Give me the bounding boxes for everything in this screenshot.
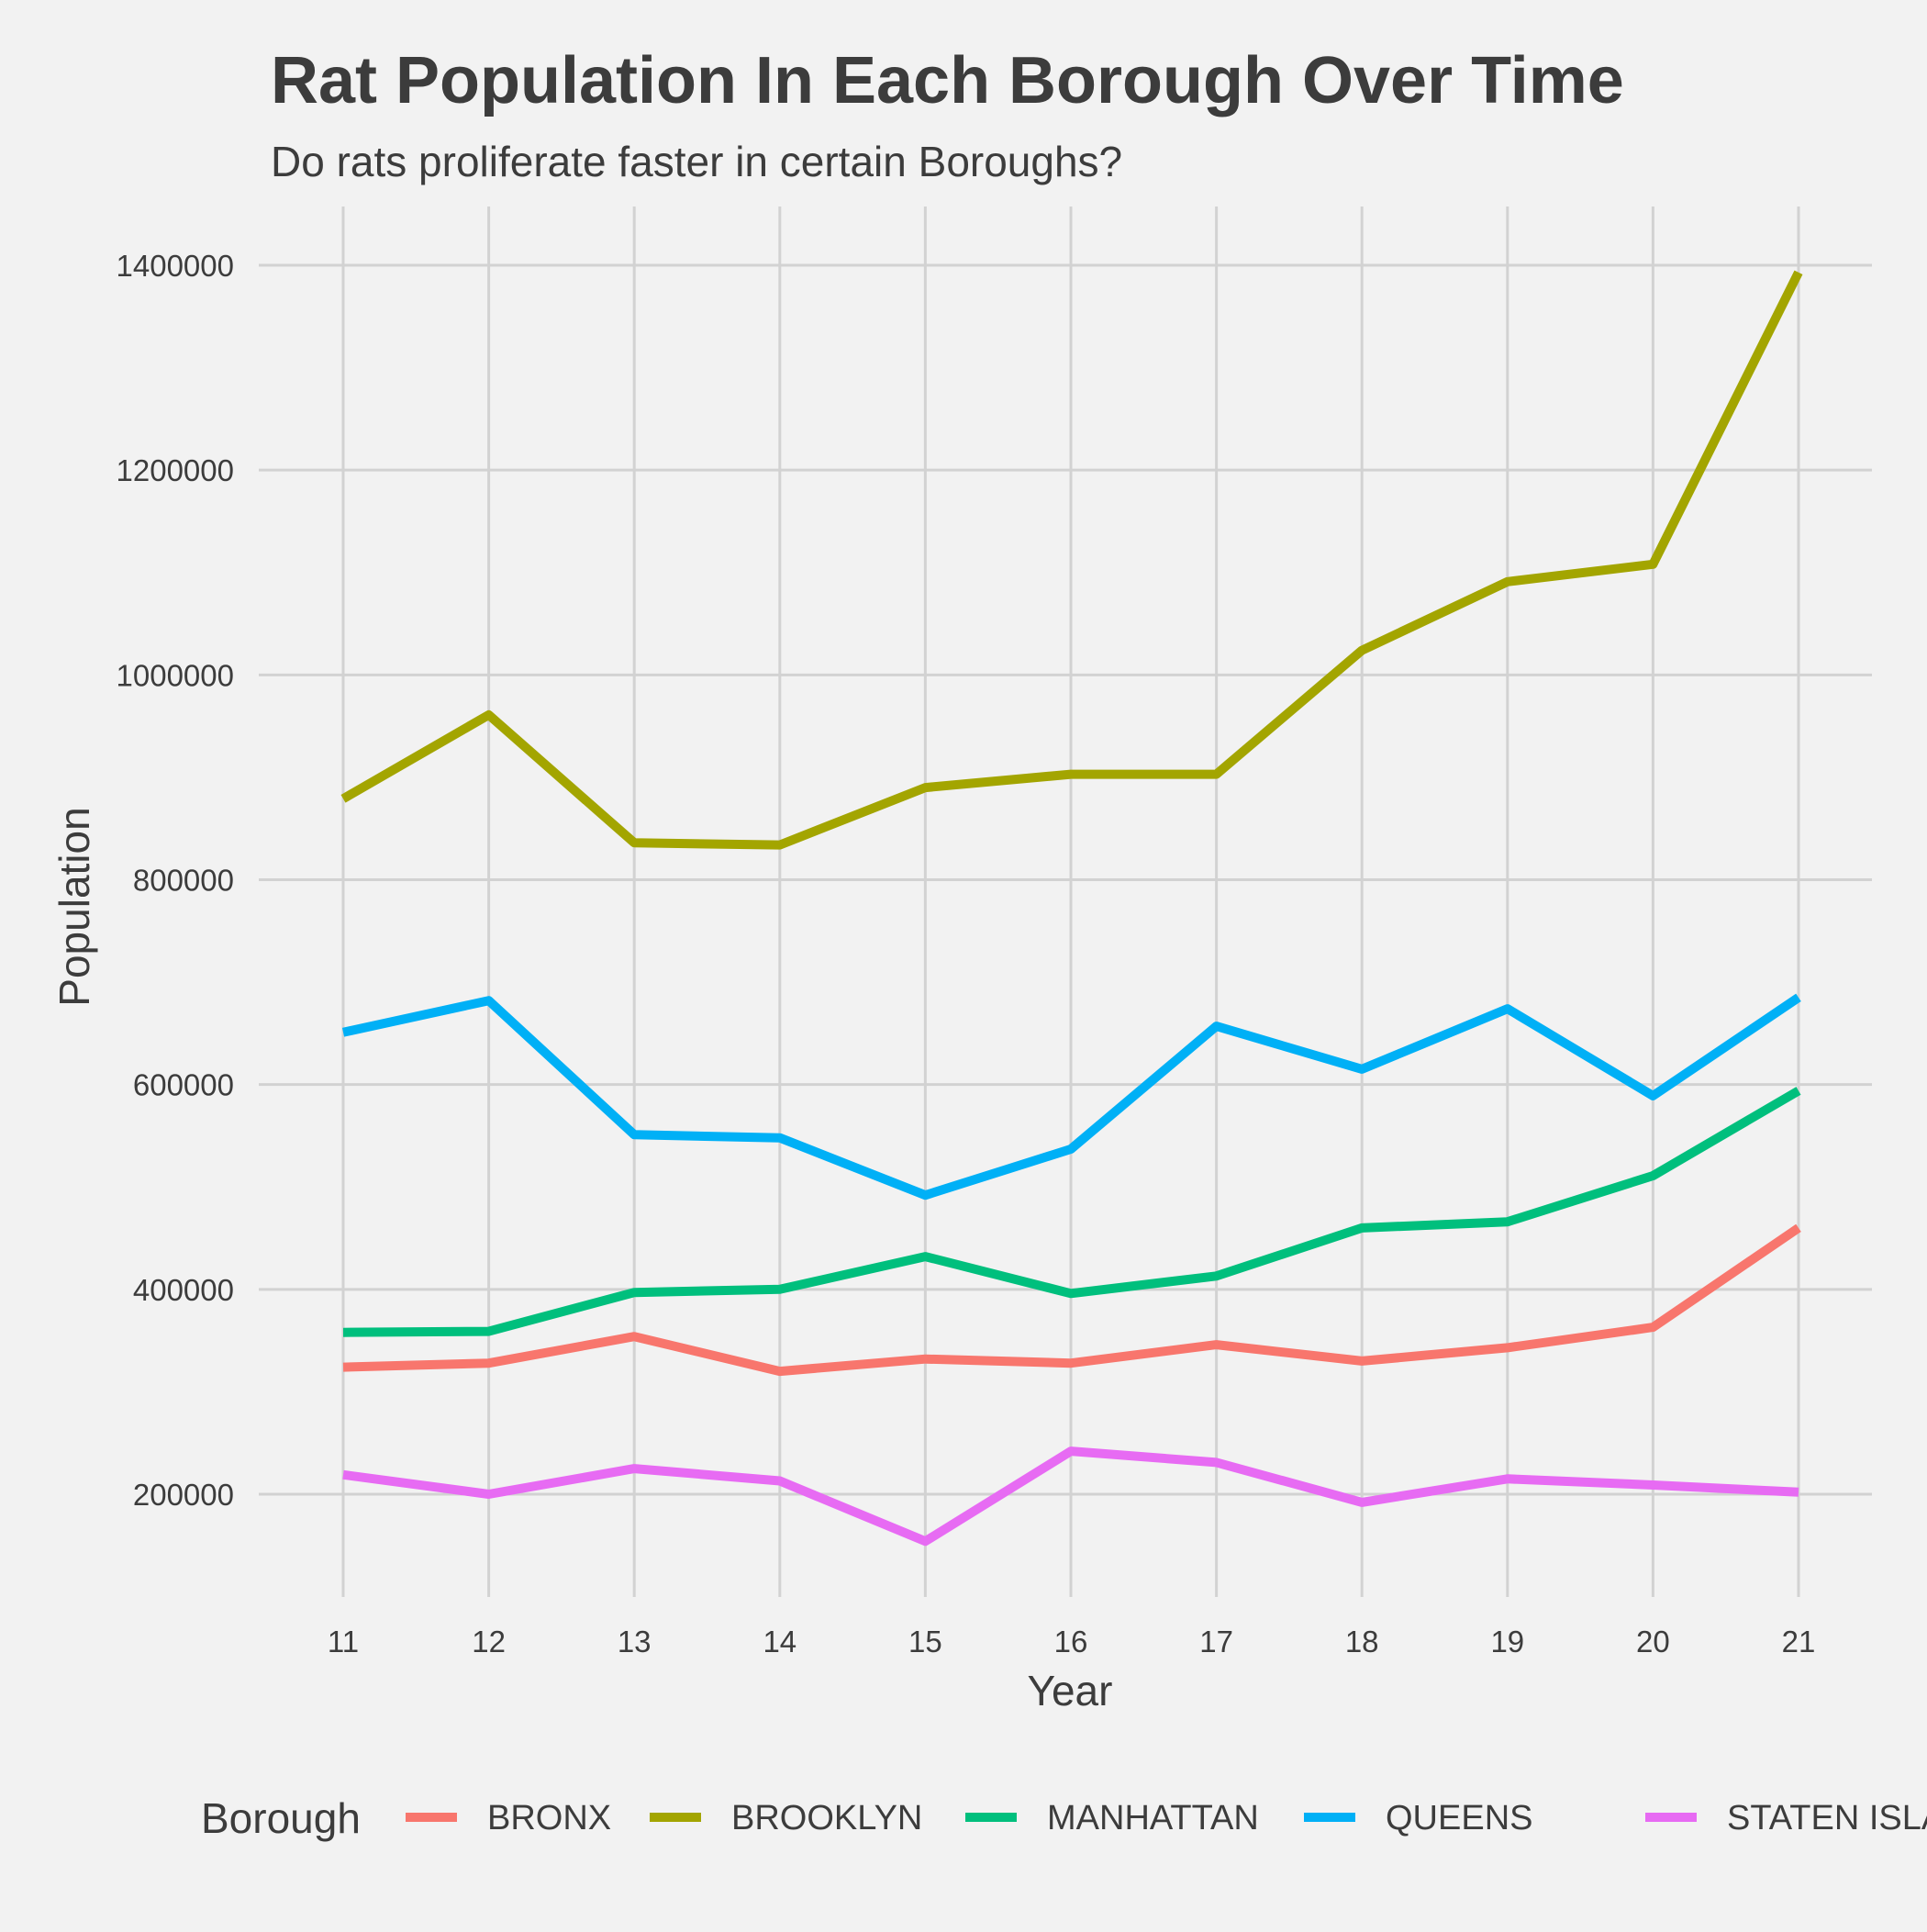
legend-item-queens: QUEENS [1304,1799,1532,1837]
legend-item-manhattan: MANHATTAN [965,1799,1259,1837]
y-tick-label: 1000000 [117,658,234,692]
y-tick-label: 200000 [133,1478,234,1512]
series-line-bronx [342,1223,1801,1377]
x-axis-label: Year [1028,1667,1113,1714]
legend-label-queens: QUEENS [1386,1799,1532,1837]
x-tick-labels: 11 12 13 14 15 16 17 18 19 20 21 [328,1625,1815,1658]
legend-item-bronx: BRONX [406,1799,611,1837]
legend-label-bronx: BRONX [487,1799,611,1837]
legend-label-brooklyn: BROOKLYN [731,1799,922,1837]
y-tick-label: 400000 [133,1273,234,1307]
legend-title: Borough [201,1794,361,1842]
x-tick-label: 16 [1054,1625,1088,1658]
x-tick-label: 17 [1199,1625,1233,1658]
x-tick-label: 19 [1490,1625,1524,1658]
chart-subtitle: Do rats proliferate faster in certain Bo… [271,138,1122,185]
x-tick-label: 20 [1636,1625,1670,1658]
y-tick-labels: 200000 400000 600000 800000 1000000 1200000 14… [117,249,234,1512]
series-line-brooklyn [340,270,1803,850]
series-line-staten-island [342,1446,1799,1547]
series-line-queens [341,993,1801,1201]
y-axis-label: Population [50,807,98,1006]
x-tick-label: 18 [1345,1625,1379,1658]
y-tick-label: 600000 [133,1068,234,1102]
x-tick-label: 21 [1782,1625,1816,1658]
legend-item-brooklyn: BROOKLYN [650,1799,922,1837]
series-line-manhattan [342,1087,1801,1337]
legend-items: BRONX BROOKLYN MANHATTAN QUEENS STATEN ISLAN… [406,1799,1927,1837]
legend: Borough BRONX BROOKLYN MANHATTAN QUEENS STAT… [201,1794,1927,1842]
x-tick-label: 14 [763,1625,796,1658]
x-gridlines [341,207,1800,1597]
x-tick-label: 12 [472,1625,506,1658]
x-tick-label: 15 [908,1625,942,1658]
legend-label-manhattan: MANHATTAN [1047,1799,1259,1837]
y-tick-label: 1200000 [117,453,234,487]
legend-item-staten-island: STATEN ISLAND [1645,1799,1927,1837]
y-tick-label: 800000 [133,864,234,898]
series-lines [340,270,1803,1547]
legend-label-staten-island: STATEN ISLAND [1727,1799,1927,1837]
chart-title: Rat Population In Each Borough Over Time [271,44,1624,117]
y-tick-label: 1400000 [117,249,234,283]
x-tick-label: 13 [618,1625,652,1658]
x-tick-label: 11 [328,1625,359,1658]
